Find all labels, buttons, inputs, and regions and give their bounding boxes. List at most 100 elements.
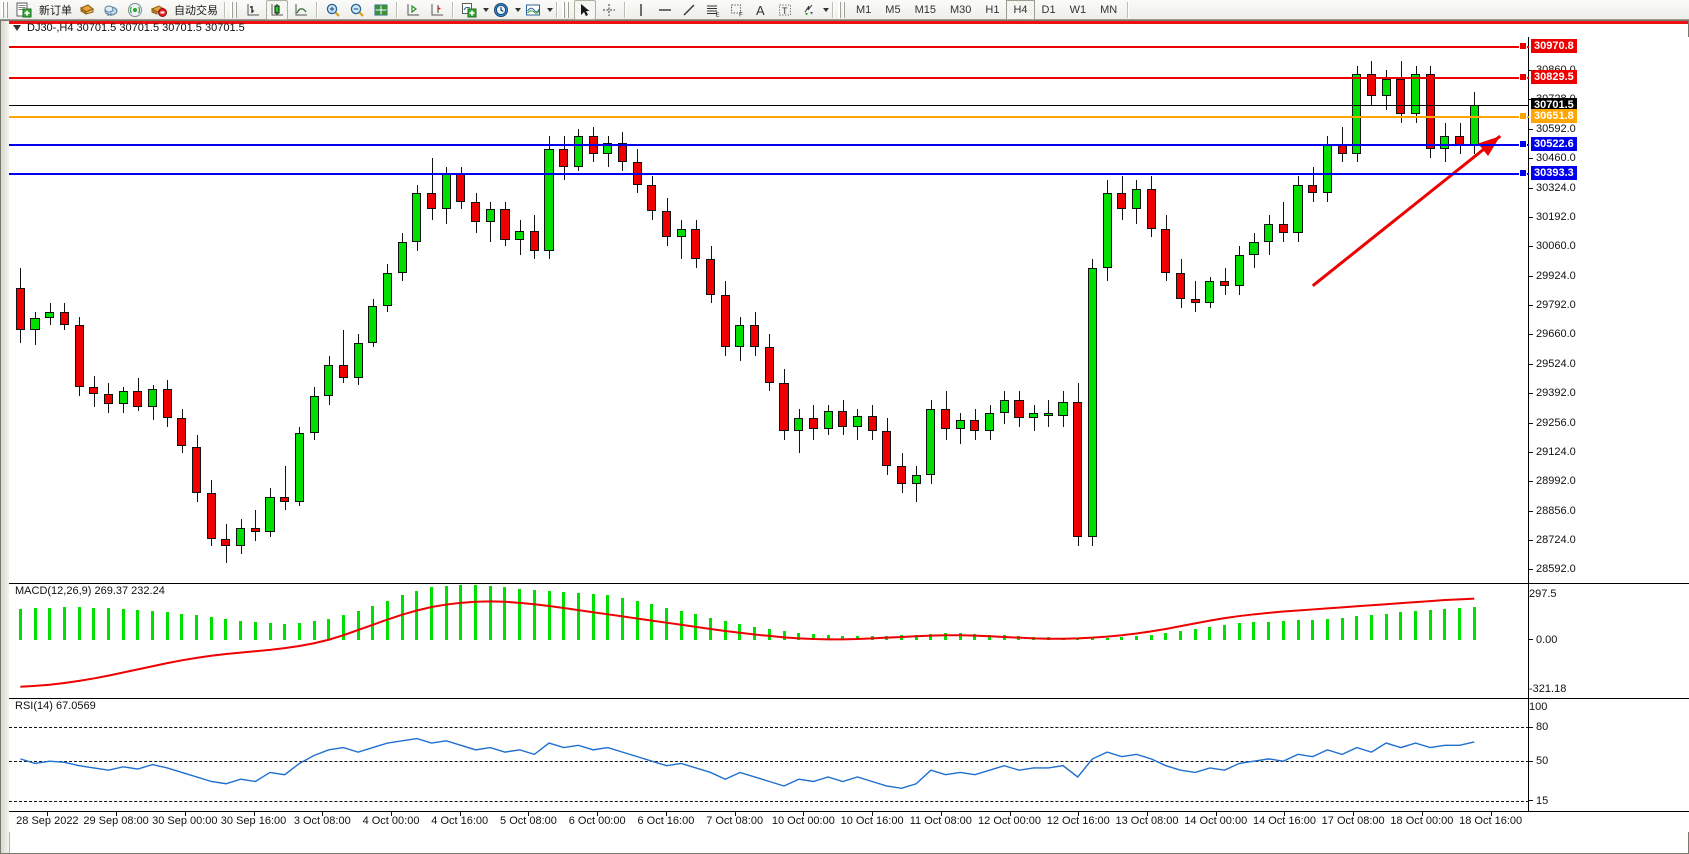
text-label-icon[interactable]: A (750, 0, 772, 20)
macd-histogram-bar (782, 631, 786, 640)
price-axis[interactable]: 30860.030728.030592.030460.030324.030192… (1528, 37, 1689, 583)
candle-body (382, 272, 393, 306)
shift-end-icon[interactable] (426, 0, 448, 20)
text-box-icon[interactable]: T (774, 0, 796, 20)
toolbar-grip[interactable] (1, 1, 9, 18)
equidistant-channel-icon[interactable]: F (726, 0, 748, 20)
macd-histogram-bar (430, 587, 434, 640)
price-level-handle[interactable] (1519, 140, 1527, 149)
candle-body (324, 365, 334, 396)
timeframe-w1[interactable]: W1 (1069, 3, 1087, 16)
price-level-handle[interactable] (1519, 41, 1527, 50)
indicators-icon[interactable] (458, 0, 480, 20)
bar-chart-icon[interactable] (242, 0, 264, 20)
toolbar-grip-2[interactable] (230, 1, 238, 18)
macd-plot-area[interactable] (9, 584, 1529, 698)
price-plot-area[interactable] (9, 37, 1529, 583)
period-icon[interactable] (490, 0, 512, 20)
arrows-dropdown-caret[interactable] (823, 7, 829, 12)
macd-histogram-bar (1267, 621, 1271, 640)
price-level-label-resistance[interactable]: 30829.5 (1531, 69, 1577, 84)
macd-histogram-bar (1134, 635, 1138, 640)
price-level-line-pending[interactable] (9, 115, 1529, 118)
price-level-label-support[interactable]: 30393.3 (1531, 165, 1577, 180)
macd-histogram-bar (753, 626, 757, 640)
macd-histogram-bar (253, 622, 257, 640)
auto-trading-label[interactable]: 自动交易 (174, 4, 218, 17)
rsi-level-line (9, 800, 1529, 802)
rsi-tick: 15 (1529, 795, 1548, 807)
price-level-handle[interactable] (1519, 111, 1527, 120)
timeframe-m1[interactable]: M1 (856, 3, 872, 16)
line-chart-icon[interactable] (290, 0, 312, 20)
chart-minimize-icon[interactable] (13, 25, 21, 31)
macd-pane[interactable]: MACD(12,26,9) 269.37 232.24 297.5 0.00 -32… (9, 583, 1689, 698)
rsi-axis[interactable]: 100 80 50 15 (1528, 699, 1689, 811)
time-tick-mark (322, 812, 324, 816)
macd-histogram-bar (297, 623, 301, 640)
candle-body (1425, 74, 1435, 150)
candlestick-chart-icon[interactable] (266, 0, 288, 20)
indicators-dropdown-caret[interactable] (483, 7, 489, 12)
signals-icon[interactable] (124, 0, 146, 20)
macd-histogram-bar (1296, 620, 1300, 640)
price-level-line-support[interactable] (9, 172, 1529, 175)
price-level-handle[interactable] (1519, 168, 1527, 177)
bullish-trend-arrow[interactable] (9, 37, 1529, 583)
zoom-out-icon[interactable] (346, 0, 368, 20)
vertical-line-icon[interactable] (630, 0, 652, 20)
time-axis[interactable]: 28 Sep 2022 29 Sep 08:00 30 Sep 00:00 30 Se… (9, 811, 1689, 832)
shift-start-icon[interactable] (402, 0, 424, 20)
rsi-plot-area[interactable] (9, 699, 1529, 811)
candle-body (471, 202, 481, 222)
price-level-label-resistance[interactable]: 30970.8 (1531, 38, 1577, 53)
rsi-tick: 50 (1529, 755, 1548, 767)
macd-histogram-bar (811, 634, 815, 640)
templates-dropdown-caret[interactable] (547, 7, 553, 12)
grid-icon[interactable] (370, 0, 392, 20)
candle-body (970, 420, 980, 432)
new-order-button[interactable] (13, 0, 35, 20)
timeframe-h1[interactable]: H1 (985, 3, 1000, 16)
candle-body (1396, 78, 1406, 115)
arrows-icon[interactable] (798, 0, 820, 20)
macd-axis[interactable]: 297.5 0.00 -321.18 (1528, 584, 1689, 698)
toolbar-grip-3[interactable] (562, 1, 570, 18)
templates-icon[interactable] (522, 0, 544, 20)
macd-histogram-bar (77, 606, 81, 640)
fibonacci-icon[interactable]: E (702, 0, 724, 20)
candle-body (1410, 74, 1421, 115)
rsi-tick: 80 (1529, 721, 1548, 733)
wallet-icon[interactable] (76, 0, 98, 20)
data-window-icon[interactable] (100, 0, 122, 20)
timeframe-m30[interactable]: M30 (949, 3, 972, 16)
timeframe-d1[interactable]: D1 (1041, 3, 1056, 16)
price-level-label-current[interactable]: 30701.5 (1531, 97, 1577, 112)
price-level-handle[interactable] (1519, 72, 1527, 81)
crosshair-icon[interactable] (598, 0, 620, 20)
price-level-line-support[interactable] (9, 144, 1529, 147)
period-dropdown-caret[interactable] (515, 7, 521, 12)
toolbar-grip-4[interactable] (838, 1, 846, 18)
candle-body (573, 136, 583, 167)
timeframe-m15[interactable]: M15 (914, 3, 936, 16)
price-level-line-resistance[interactable] (9, 76, 1529, 79)
price-level-label-pending[interactable]: 30651.8 (1531, 108, 1577, 123)
horizontal-line-icon[interactable] (654, 0, 676, 20)
auto-trading-icon[interactable] (148, 0, 170, 20)
zoom-in-icon[interactable] (322, 0, 344, 20)
price-pane[interactable]: 30860.030728.030592.030460.030324.030192… (9, 37, 1689, 583)
timeframe-h4[interactable]: H4 (1006, 0, 1035, 20)
rsi-pane[interactable]: RSI(14) 67.0569 100 80 50 15 (9, 698, 1689, 811)
price-level-label-support[interactable]: 30522.6 (1531, 137, 1577, 152)
macd-histogram-bar (165, 611, 169, 640)
timeframe-m5[interactable]: M5 (885, 3, 901, 16)
candle-body (250, 527, 260, 533)
trendline-icon[interactable] (678, 0, 700, 20)
price-level-line-resistance[interactable] (9, 45, 1529, 48)
new-order-label[interactable]: 新订单 (39, 4, 72, 17)
macd-histogram-bar (855, 636, 859, 640)
macd-histogram-bar (576, 592, 580, 640)
timeframe-mn[interactable]: MN (1100, 3, 1118, 16)
cursor-icon[interactable] (574, 0, 596, 20)
